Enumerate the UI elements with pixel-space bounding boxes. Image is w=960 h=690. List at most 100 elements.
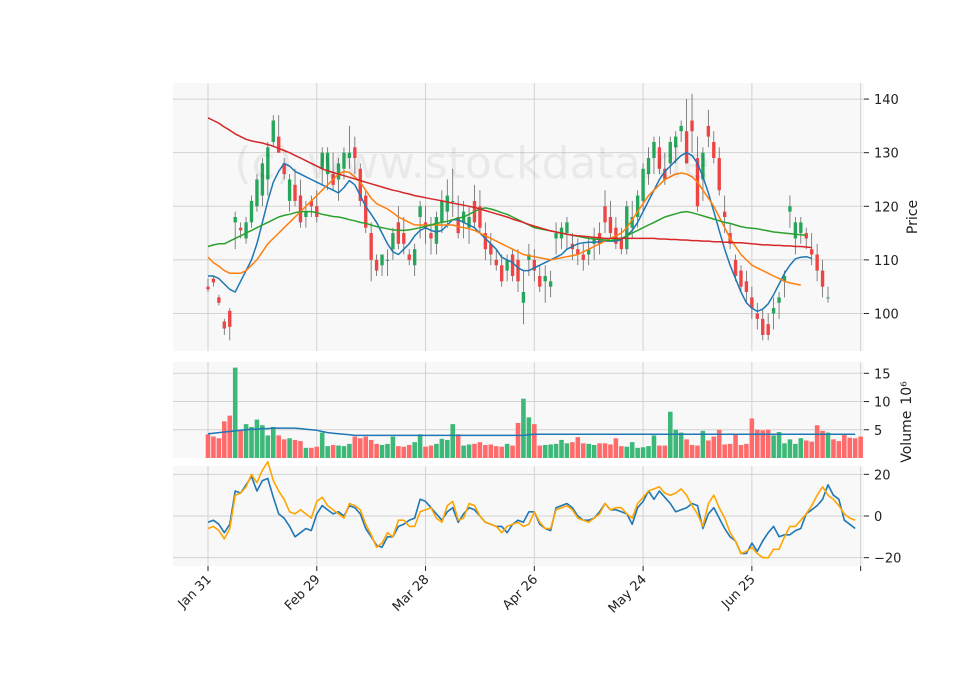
candle-body <box>548 281 553 287</box>
volume-bar <box>575 437 581 458</box>
volume-bar <box>684 439 689 458</box>
volume-bar <box>613 438 619 458</box>
volume-bar <box>254 419 260 458</box>
volume-axis-unit: 10⁶ <box>899 381 915 405</box>
volume-bar <box>570 442 575 458</box>
volume-bar <box>281 439 287 458</box>
volume-bar <box>553 443 559 458</box>
volume-bar <box>298 441 303 458</box>
x-tick-label: Mar 28 <box>390 572 433 615</box>
oscillator-panel: −20 0 20 <box>173 460 901 567</box>
candle-body <box>641 168 645 201</box>
candle-body <box>663 168 667 180</box>
volume-bar <box>608 444 613 458</box>
volume-bar <box>727 443 733 458</box>
oscillator-line <box>207 460 856 559</box>
volume-bar <box>580 443 586 458</box>
candle-body <box>364 195 368 228</box>
price-moving-average <box>207 170 801 286</box>
volume-bar <box>439 438 445 458</box>
volume-bar <box>515 422 521 458</box>
candle-body <box>249 200 254 223</box>
candle-body <box>217 297 221 303</box>
candle-body <box>244 222 248 239</box>
candle-body <box>407 254 411 260</box>
candle-body <box>565 222 569 234</box>
candle-body <box>499 265 504 282</box>
x-tick-label: Feb 29 <box>282 572 324 614</box>
candle-body <box>315 206 319 217</box>
volume-bar <box>586 443 591 458</box>
volume-bar <box>706 440 711 458</box>
volume-bar <box>314 446 320 458</box>
candle-body <box>657 147 662 169</box>
volume-ytick-label: 5 <box>874 424 882 439</box>
candle-body <box>793 222 798 239</box>
volume-bar <box>368 439 374 458</box>
candle-body <box>635 195 640 217</box>
volume-bar <box>564 443 570 458</box>
candle-body <box>722 211 727 217</box>
volume-bar <box>733 434 738 458</box>
candle-body <box>287 179 292 201</box>
volume-bar <box>651 435 657 458</box>
volume-bar <box>657 445 662 458</box>
volume-bar <box>755 429 760 458</box>
volume-bar <box>412 442 417 458</box>
volume-bar <box>836 441 842 458</box>
volume-bar <box>352 436 358 458</box>
candle-body <box>255 179 259 207</box>
candle-body <box>679 125 683 132</box>
volume-bar <box>537 445 543 458</box>
candle-body <box>412 249 417 266</box>
candle-body <box>233 217 237 223</box>
volume-bar <box>417 434 423 458</box>
volume-bar <box>809 441 814 458</box>
volume-bar <box>499 446 504 458</box>
volume-bar <box>493 446 499 458</box>
volume-bar <box>673 429 679 458</box>
candle-body <box>684 131 689 164</box>
volume-bar <box>450 424 456 458</box>
oscillator-ytick-label: 0 <box>874 510 882 525</box>
candle-body <box>385 259 390 261</box>
candle-body <box>347 152 352 159</box>
volume-bar <box>798 438 804 458</box>
x-tick-label: Jun 25 <box>718 572 758 612</box>
candle-body <box>440 200 444 223</box>
volume-bar <box>749 418 755 458</box>
volume-bar <box>526 417 532 458</box>
volume-bar <box>461 445 466 458</box>
candle-body <box>222 321 227 329</box>
volume-bar <box>760 430 766 458</box>
candle-body <box>761 318 765 335</box>
volume-bar <box>390 436 396 458</box>
volume-bar <box>466 444 472 458</box>
volume-bar <box>521 398 526 458</box>
candle-body <box>690 120 694 132</box>
candle-body <box>342 152 346 169</box>
candle-body <box>494 259 498 266</box>
candle-body <box>809 249 814 255</box>
candle-body <box>771 308 776 314</box>
volume-bar <box>744 443 749 458</box>
candle-body <box>750 297 754 309</box>
candle-body <box>826 297 830 299</box>
price-ytick-label: 140 <box>874 93 899 108</box>
candle-body <box>238 227 243 231</box>
candle-body <box>374 259 379 271</box>
price-moving-average <box>207 207 807 248</box>
volume-ytick-label: 10 <box>874 396 891 411</box>
candle-body <box>804 233 808 239</box>
volume-bar <box>542 445 548 458</box>
candle-body <box>744 281 749 293</box>
candle-body <box>576 249 580 255</box>
volume-panel: 5 10 15 Volume 10⁶ <box>173 362 915 463</box>
volume-bar <box>858 436 863 458</box>
candle-body <box>467 217 471 228</box>
candle-body <box>532 259 537 271</box>
volume-bar <box>265 435 271 458</box>
volume-bar <box>711 436 717 458</box>
volume-bar <box>548 444 553 458</box>
volume-bar <box>330 445 336 458</box>
